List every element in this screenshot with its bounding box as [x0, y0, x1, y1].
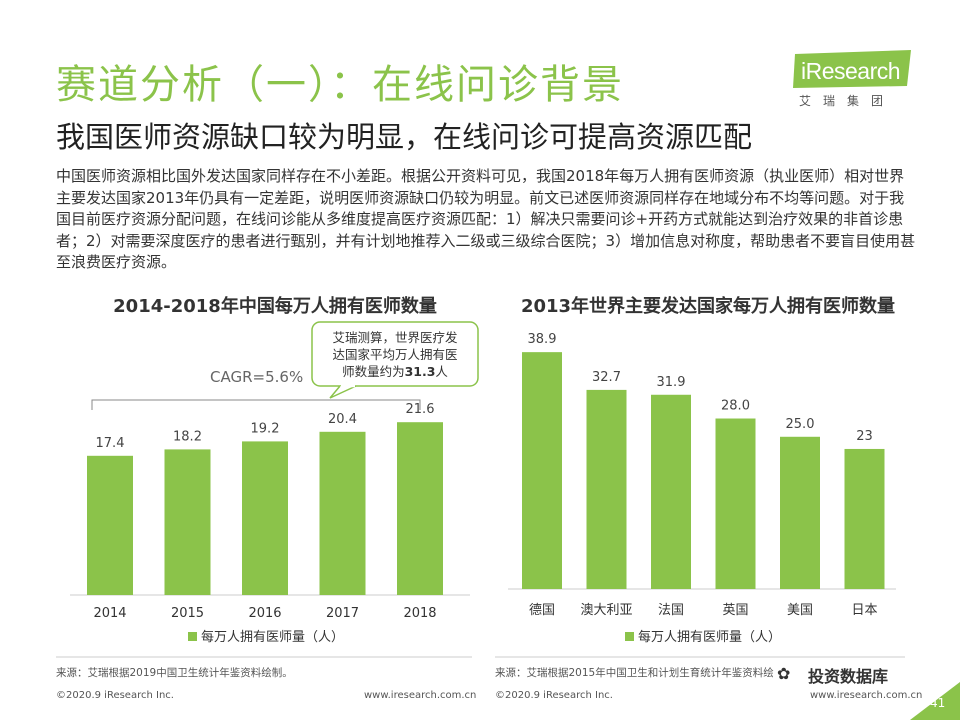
bar-value-label: 21.6	[406, 402, 435, 417]
left-source-note: 来源：艾瑞根据2019中国卫生统计年鉴资料绘制。	[56, 667, 293, 679]
bar-德国	[522, 352, 562, 589]
logo-brand: iResearch	[801, 58, 901, 84]
page-title: 赛道分析（一）：在线问诊背景	[56, 62, 624, 108]
right-chart-bars: 38.9 德国 32.7 澳大利亚 31.9 法国 28.0 英国 25.0 美国 23 日本	[522, 332, 885, 618]
callout-line-3: 师数量约为31.3人	[342, 364, 448, 379]
watermark-text: 投资数据库	[808, 667, 889, 686]
bar-value-label: 18.2	[173, 429, 202, 444]
left-chart-title: 2014-2018年中国每万人拥有医师数量	[113, 295, 437, 317]
bar-法国	[651, 394, 691, 589]
x-tick-label: 2018	[403, 606, 436, 621]
x-tick-label: 法国	[658, 603, 684, 618]
bar-value-label: 17.4	[96, 436, 125, 451]
callout-line-2: 达国家平均万人拥有医	[332, 347, 457, 362]
bar-value-label: 20.4	[328, 412, 357, 427]
wechat-icon: ✿	[777, 664, 791, 683]
cagr-label: CAGR=5.6%	[210, 368, 303, 386]
bar-英国	[715, 418, 756, 589]
x-tick-label: 2017	[326, 606, 359, 621]
left-chart-bars: 17.4 2014 18.2 2015 19.2 2016 20.4 2017 21.6 2018	[87, 402, 443, 621]
bar-value-label: 31.9	[657, 375, 686, 390]
footer-url-right: www.iresearch.com.cn	[810, 690, 923, 701]
x-tick-label: 2015	[171, 606, 204, 621]
page-number: 41	[930, 696, 946, 710]
bar-value-label: 32.7	[592, 370, 621, 385]
page-number-badge	[910, 682, 960, 720]
left-legend-swatch	[188, 632, 197, 641]
bar-2015	[164, 449, 211, 595]
callout-line-3-post: 人	[435, 364, 448, 379]
right-chart-title: 2013年世界主要发达国家每万人拥有医师数量	[521, 295, 895, 317]
bar-2017	[319, 431, 366, 595]
bar-2016	[242, 441, 288, 595]
x-tick-label: 2016	[248, 606, 281, 621]
cagr-bracket	[91, 399, 421, 410]
footer-copyright-left: ©2020.9 iResearch Inc.	[56, 690, 174, 701]
bar-value-label: 23	[856, 429, 873, 444]
bar-日本	[844, 448, 885, 589]
bar-value-label: 25.0	[786, 417, 815, 432]
right-legend-swatch	[625, 632, 634, 641]
footer-copyright-right: ©2020.9 iResearch Inc.	[495, 690, 613, 701]
x-tick-label: 日本	[851, 603, 877, 618]
right-source-note: 来源：艾瑞根据2015年中国卫生和计划生育统计年鉴资料绘	[495, 667, 774, 679]
bar-2018	[397, 422, 443, 595]
callout-line-1: 艾瑞测算，世界医疗发	[332, 330, 458, 345]
logo-badge-icon	[793, 50, 911, 88]
bar-美国	[780, 436, 820, 589]
x-tick-label: 美国	[787, 603, 813, 618]
bar-value-label: 19.2	[251, 421, 280, 436]
x-tick-label: 2014	[93, 606, 126, 621]
bar-澳大利亚	[586, 389, 627, 589]
footer-url-left: www.iresearch.com.cn	[364, 690, 477, 701]
x-tick-label: 澳大利亚	[580, 602, 632, 618]
left-legend-label: 每万人拥有医师量（人）	[201, 629, 344, 645]
bar-value-label: 38.9	[528, 332, 557, 347]
page-subtitle: 我国医师资源缺口较为明显，在线问诊可提高资源匹配	[56, 120, 753, 154]
right-legend-label: 每万人拥有医师量（人）	[638, 629, 781, 645]
callout-box: 艾瑞测算，世界医疗发 达国家平均万人拥有医 师数量约为31.3人	[311, 321, 479, 399]
callout-value: 31.3	[405, 364, 436, 379]
bar-2014	[87, 455, 133, 595]
x-tick-label: 德国	[529, 603, 555, 618]
iresearch-logo: iResearch 艾瑞集团	[793, 50, 913, 112]
x-tick-label: 英国	[722, 603, 748, 618]
intro-paragraph: 中国医师资源相比国外发达国家同样存在不小差距。根据公开资料可见，我国2018年每…	[56, 167, 916, 271]
bar-value-label: 28.0	[721, 399, 750, 414]
logo-cn: 艾瑞集团	[799, 94, 896, 108]
callout-line-3-pre: 师数量约为	[342, 364, 405, 379]
